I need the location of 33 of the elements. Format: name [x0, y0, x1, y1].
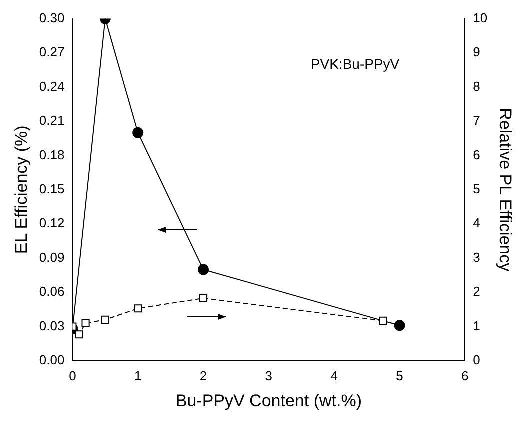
- y2-tick-label: 10: [473, 10, 488, 26]
- y-tick-label: 0.09: [39, 250, 65, 265]
- y2-tick-label: 5: [473, 181, 480, 196]
- y2-tick-label: 3: [473, 250, 480, 265]
- y2-tick-label: 1: [473, 318, 480, 334]
- y-tick-label: 0.12: [39, 216, 65, 231]
- y2-tick-label: 9: [473, 44, 480, 60]
- y-tick-label: 0.06: [39, 284, 65, 300]
- x-tick-label: 1: [134, 368, 142, 384]
- x-tick-label: 4: [330, 368, 338, 384]
- y2-tick-label: 0: [473, 352, 480, 368]
- y-tick-label: 0.15: [39, 181, 65, 196]
- annotation: PVK:Bu-PPyV: [310, 56, 400, 72]
- y2-tick-label: 2: [473, 284, 480, 300]
- x-tick-label: 0: [69, 368, 76, 384]
- y2-tick-label: 6: [473, 147, 480, 162]
- x-tick-label: 2: [200, 368, 208, 384]
- y-axis-title: EL Efficiency (%): [12, 126, 31, 254]
- y-tick-label: 0.18: [39, 147, 65, 162]
- y2-tick-label: 7: [473, 113, 480, 128]
- x-axis-title: Bu-PPyV Content (wt.%): [176, 391, 362, 410]
- y-tick-label: 0.24: [39, 78, 65, 94]
- x-tick-label: 3: [265, 368, 273, 384]
- y-tick-label: 0.27: [39, 44, 65, 60]
- y2-axis-title: Relative PL Efficiency: [496, 108, 516, 272]
- x-tick-label: 6: [462, 368, 469, 384]
- y-tick-label: 0.00: [39, 352, 65, 368]
- y2-tick-label: 8: [473, 78, 480, 94]
- x-tick-label: 5: [396, 368, 404, 384]
- y-tick-label: 0.21: [39, 113, 65, 128]
- y-tick-label: 0.03: [39, 318, 65, 334]
- y-tick-label: 0.30: [39, 10, 65, 26]
- y2-tick-label: 4: [473, 216, 480, 231]
